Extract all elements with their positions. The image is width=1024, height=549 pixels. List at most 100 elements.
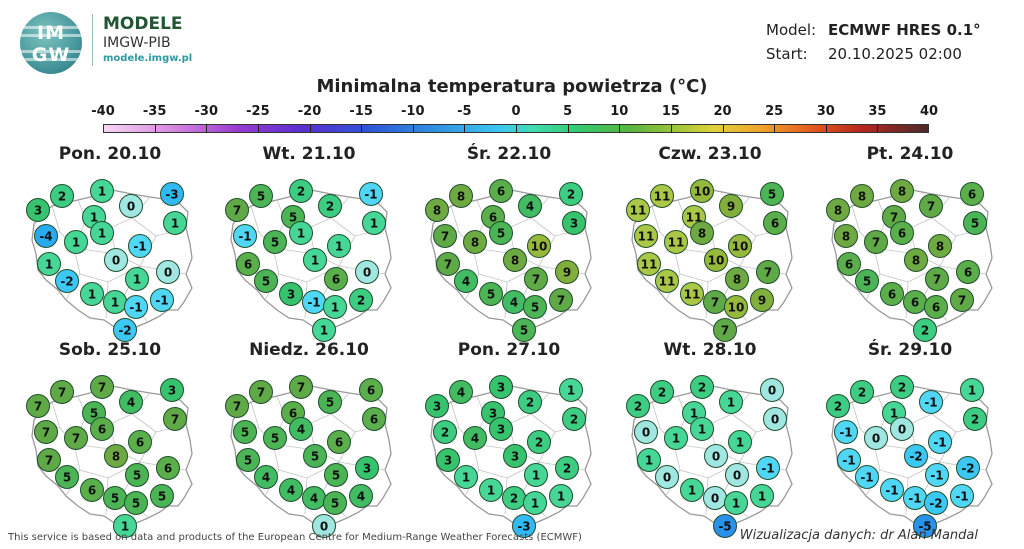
station-value: 7 (98, 381, 106, 395)
station-value: 2 (357, 294, 365, 308)
scale-label: 40 (919, 104, 939, 119)
station-circle (249, 380, 273, 404)
station-circle (549, 288, 573, 312)
logo-stripe (20, 34, 82, 37)
station-circle (626, 394, 650, 418)
station-marker: 8 (826, 198, 850, 222)
panel-day-label: Śr. 29.10 (867, 340, 953, 360)
station-value: 5 (111, 492, 119, 506)
station-marker: -1 (837, 448, 861, 472)
station-circle (760, 182, 784, 206)
station-value: 6 (370, 413, 378, 427)
station-value: 8 (112, 450, 120, 464)
station-marker: 6 (156, 456, 180, 480)
station-value: 10 (708, 254, 725, 268)
station-value: 5 (863, 275, 871, 289)
station-marker: 5 (233, 420, 257, 444)
station-marker: 1 (523, 491, 547, 515)
station-marker: 5 (55, 465, 79, 489)
station-circle (150, 288, 174, 312)
station-marker: 0 (760, 378, 784, 402)
station-value: 6 (771, 217, 779, 231)
station-value: 2 (563, 462, 571, 476)
station-marker: 3 (26, 198, 50, 222)
station-value: 6 (898, 227, 906, 241)
panel-day-label: Niedz. 26.10 (249, 340, 369, 360)
station-circle (634, 420, 658, 444)
station-value: -2 (118, 324, 131, 338)
station-circle (113, 318, 137, 342)
station-value: -2 (961, 462, 974, 476)
station-marker: 1 (125, 267, 149, 291)
station-marker: -2 (113, 318, 137, 342)
station-marker: -2 (956, 456, 980, 480)
station-marker: 1 (80, 282, 104, 306)
brand-url[interactable]: modele.imgw.pl (103, 53, 193, 64)
station-circle (880, 478, 904, 502)
station-marker: 0 (355, 260, 379, 284)
station-marker: 8 (928, 234, 952, 258)
station-marker: 5 (263, 426, 287, 450)
station-value: 3 (433, 400, 441, 414)
station-circle (80, 282, 104, 306)
station-value: 0 (872, 432, 880, 446)
station-marker: 0 (104, 248, 128, 272)
brand-name: MODELE (103, 14, 183, 34)
station-marker: 0 (763, 407, 787, 431)
scale-label: 0 (511, 104, 521, 119)
station-value: 5 (332, 469, 340, 483)
station-marker: 6 (80, 478, 104, 502)
station-circle (479, 282, 503, 306)
station-marker: -1 (919, 390, 943, 414)
station-value: 5 (520, 324, 528, 338)
station-value: 5 (132, 497, 140, 511)
station-marker: 8 (904, 248, 928, 272)
station-marker: -1 (855, 465, 879, 489)
forecast-panel: Wt. 28.10 2 2 2 0 1 1 0 0 1 1 1 1 0 -1 0 0 1 0 1 1 -5 (620, 340, 800, 538)
station-value: 3 (497, 381, 505, 395)
station-marker: 6 (359, 378, 383, 402)
station-value: 2 (921, 324, 929, 338)
color-scale-labels: -40 -35 -30 -25 -20 -15 -10 -5 0 5 10 15 20 25 30 35 40 (91, 104, 938, 122)
station-value: 6 (88, 484, 96, 498)
station-value: 8 (457, 190, 465, 204)
station-value: 4 (457, 386, 465, 400)
station-circle (479, 478, 503, 502)
station-circle (725, 463, 749, 487)
station-marker: 7 (950, 288, 974, 312)
scale-label: -20 (297, 104, 322, 119)
forecast-panel: Pon. 27.10 3 4 3 1 3 2 2 2 4 3 2 3 3 2 1 1 1 2 1 1 -3 (419, 340, 599, 538)
station-value: 0 (733, 469, 741, 483)
station-value: 11 (638, 230, 655, 244)
station-circle (80, 478, 104, 502)
station-value: 6 (164, 462, 172, 476)
scale-tick (309, 124, 311, 133)
station-value: 7 (171, 413, 179, 427)
station-value: 7 (441, 230, 449, 244)
station-value: 8 (471, 236, 479, 250)
station-circle (289, 417, 313, 441)
station-marker: -5 (713, 514, 737, 538)
station-value: 5 (497, 227, 505, 241)
station-marker: 8 (850, 184, 874, 208)
station-marker: 6 (90, 417, 114, 441)
station-value: 3 (570, 217, 578, 231)
station-marker: 2 (890, 375, 914, 399)
station-circle (864, 426, 888, 450)
station-marker: 1 (719, 390, 743, 414)
station-value: 6 (98, 423, 106, 437)
station-value: -1 (842, 454, 855, 468)
station-value: 7 (890, 211, 898, 225)
station-circle (64, 426, 88, 450)
station-circle (489, 375, 513, 399)
station-circle (128, 234, 152, 258)
station-value: -5 (718, 520, 731, 534)
station-circle (664, 230, 688, 254)
scale-tick (825, 124, 827, 133)
station-value: 3 (444, 454, 452, 468)
station-marker: 5 (760, 182, 784, 206)
model-info: Model: ECMWF HRES 0.1° Start: 20.10.2025 0… (766, 18, 981, 66)
station-marker: 5 (479, 282, 503, 306)
station-marker: 1 (90, 179, 114, 203)
station-marker: 2 (502, 486, 526, 510)
